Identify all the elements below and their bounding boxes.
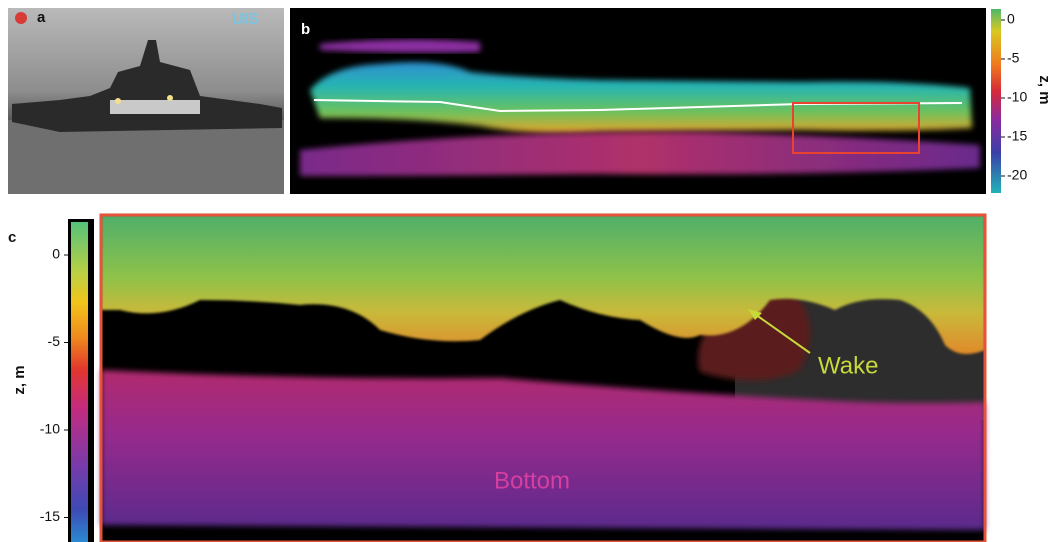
tick-label: -5 bbox=[1007, 50, 1020, 66]
logo-icon bbox=[15, 12, 27, 24]
tick-label: -5 bbox=[48, 333, 61, 349]
panel-label: c bbox=[8, 229, 16, 246]
colorbar bbox=[71, 222, 88, 542]
detail-panel: Wake Bottom c z, m bbox=[8, 215, 985, 542]
photo-panel: a UIS bbox=[8, 8, 284, 194]
ship-stripe bbox=[110, 100, 200, 114]
tick-label: -10 bbox=[1007, 89, 1027, 105]
tick-label: 0 bbox=[1007, 11, 1015, 27]
overview-panel: b z, m bbox=[290, 8, 1053, 194]
panel-label: b bbox=[301, 21, 310, 38]
annotation: Wake bbox=[818, 352, 878, 379]
ship-light bbox=[115, 98, 121, 104]
colorbar bbox=[991, 9, 1001, 193]
colorbar-label: z, m bbox=[1036, 75, 1053, 104]
water bbox=[8, 120, 284, 194]
ship-light bbox=[167, 95, 173, 101]
tick-label: -15 bbox=[1007, 128, 1027, 144]
colorbar-label: z, m bbox=[11, 365, 28, 394]
tick-label: -10 bbox=[40, 421, 60, 437]
annotation: Bottom bbox=[494, 467, 570, 494]
panel-label: a bbox=[37, 9, 46, 26]
figure: a UIS b z, m Wake Bottom c z, m 0 -5 -10 -1… bbox=[0, 0, 1059, 542]
tick-label: -20 bbox=[1007, 167, 1027, 183]
logo-text: UIS bbox=[232, 11, 259, 28]
tick-label: -15 bbox=[40, 508, 60, 524]
page: {"panels": { "a": {"label": "a", "logo":… bbox=[0, 0, 1059, 542]
tick-label: 0 bbox=[52, 246, 60, 262]
